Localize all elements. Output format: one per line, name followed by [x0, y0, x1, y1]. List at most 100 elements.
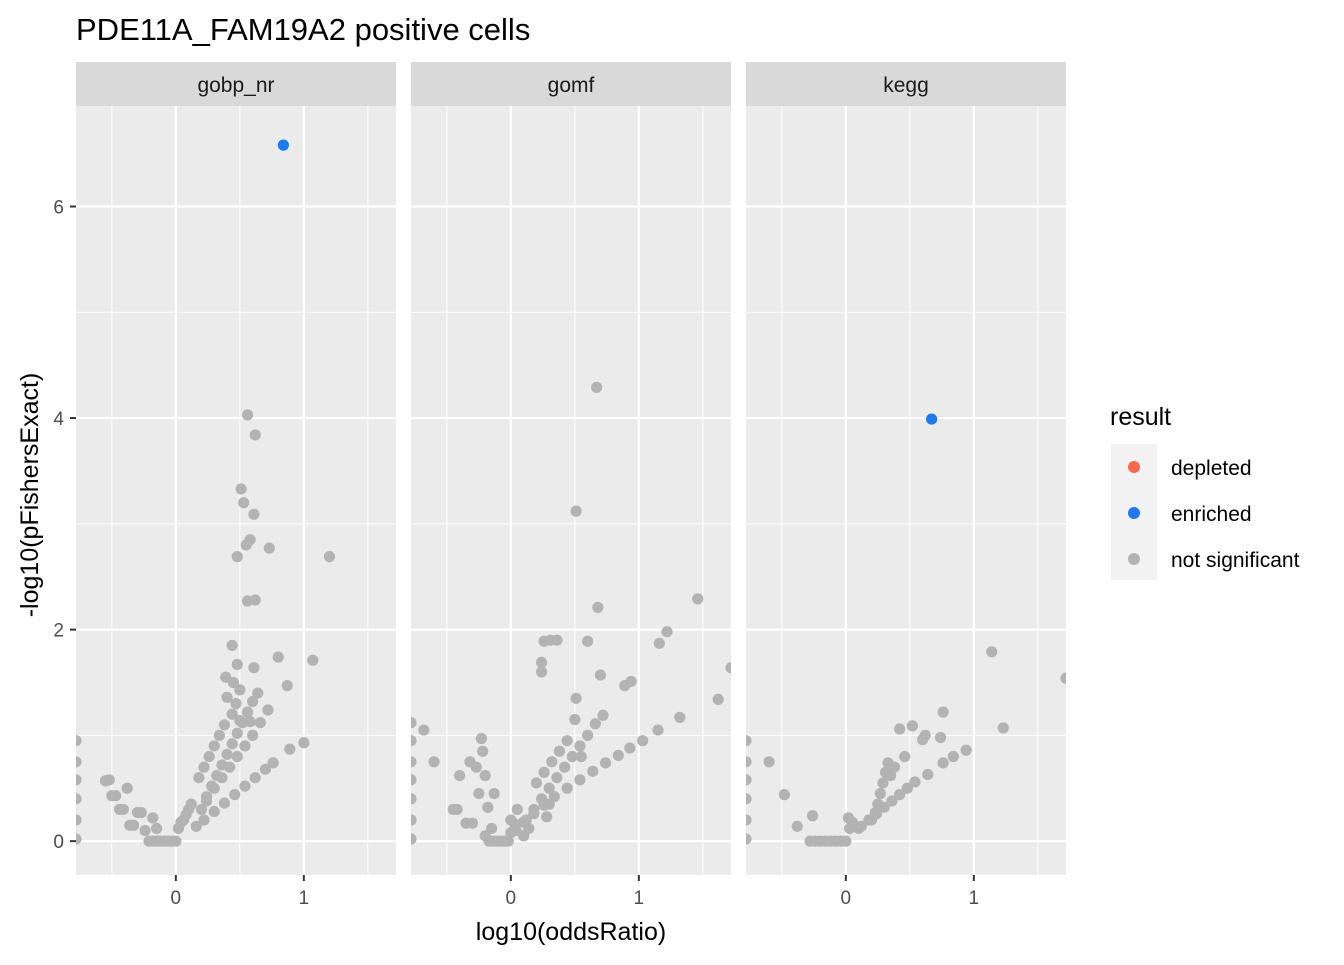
facet-strip [411, 62, 731, 106]
data-point [561, 782, 573, 794]
data-point [139, 824, 151, 837]
data-point [254, 717, 266, 729]
data-point [284, 743, 296, 755]
data-point [213, 729, 225, 741]
data-point [674, 711, 686, 723]
data-point [566, 750, 578, 763]
data-point [263, 542, 275, 554]
panel-background [746, 106, 1066, 875]
data-point [76, 833, 82, 845]
y-tick-label: 4 [53, 409, 64, 430]
data-point [231, 551, 243, 563]
data-point [551, 772, 563, 784]
data-point [885, 769, 897, 782]
data-point [239, 740, 251, 752]
y-axis-title: -log10(pFishersExact) [16, 373, 44, 618]
legend-label: not significant [1171, 549, 1300, 572]
data-point [894, 723, 906, 735]
data-point [411, 833, 417, 845]
data-point [865, 814, 878, 826]
data-point [543, 798, 555, 810]
data-point [241, 595, 254, 607]
data-point [791, 820, 803, 832]
data-point [76, 756, 82, 768]
data-point [806, 810, 819, 822]
data-point [570, 505, 582, 517]
data-point [477, 745, 489, 757]
data-point [535, 656, 548, 668]
data-point [872, 798, 884, 810]
data-point [249, 772, 261, 784]
data-point [619, 680, 631, 692]
x-tick-label: 1 [299, 888, 310, 909]
panel-background [411, 106, 731, 875]
data-point [960, 744, 972, 756]
data-point [624, 742, 636, 754]
legend: result depleted enriched not significant [1110, 403, 1300, 580]
data-point [226, 738, 238, 750]
data-point [844, 822, 856, 835]
data-point [151, 822, 163, 835]
data-point [888, 761, 901, 773]
data-point [599, 757, 612, 769]
data-point [842, 812, 855, 824]
data-point [575, 750, 587, 763]
data-point [653, 637, 665, 649]
data-point [170, 835, 182, 847]
chart-title: PDE11A_FAM19A2 positive cells [76, 12, 530, 47]
data-point [248, 508, 260, 520]
data-point [894, 789, 906, 801]
data-point [597, 709, 609, 721]
data-point [135, 806, 147, 819]
data-point [937, 706, 949, 718]
data-point [997, 722, 1009, 734]
data-point [226, 708, 238, 720]
points-kegg [746, 413, 1066, 847]
data-point [216, 772, 228, 784]
data-point [874, 787, 887, 800]
data-point [234, 684, 246, 696]
facet-strip-label: gobp_nr [197, 74, 274, 97]
data-point [543, 782, 555, 794]
data-point [147, 812, 159, 824]
data-point [523, 822, 535, 835]
data-point [221, 691, 233, 703]
data-point [594, 669, 607, 681]
facet-panel-gobp_nr: gobp_nr [76, 62, 396, 875]
data-point [240, 539, 252, 551]
data-point [947, 750, 959, 763]
points-gobp_nr [76, 139, 336, 847]
data-point [208, 782, 220, 794]
data-point [692, 593, 704, 605]
data-point [482, 801, 494, 813]
y-tick-label: 6 [53, 197, 64, 218]
data-point [236, 717, 248, 729]
data-point [218, 719, 231, 731]
data-point [193, 772, 205, 784]
data-point [110, 790, 122, 802]
data-point [238, 497, 250, 509]
data-point [546, 756, 558, 768]
data-point [411, 735, 417, 747]
data-point [778, 789, 791, 801]
y-axis: 0 2 4 6 [53, 197, 76, 853]
data-point [224, 761, 236, 773]
data-point [249, 429, 261, 441]
data-point [570, 692, 582, 704]
data-point [917, 734, 929, 746]
data-point [926, 413, 938, 425]
data-point [712, 693, 724, 706]
data-point [886, 795, 898, 807]
data-point [592, 601, 604, 613]
facet-panel-gomf: gomf [411, 62, 731, 875]
data-point [746, 774, 752, 786]
data-point [411, 793, 417, 805]
data-point [652, 724, 664, 736]
data-point [937, 757, 949, 769]
data-point [239, 780, 251, 792]
data-point [259, 763, 272, 775]
data-point [190, 820, 202, 832]
facet-strip [76, 62, 396, 106]
data-point [411, 774, 417, 786]
